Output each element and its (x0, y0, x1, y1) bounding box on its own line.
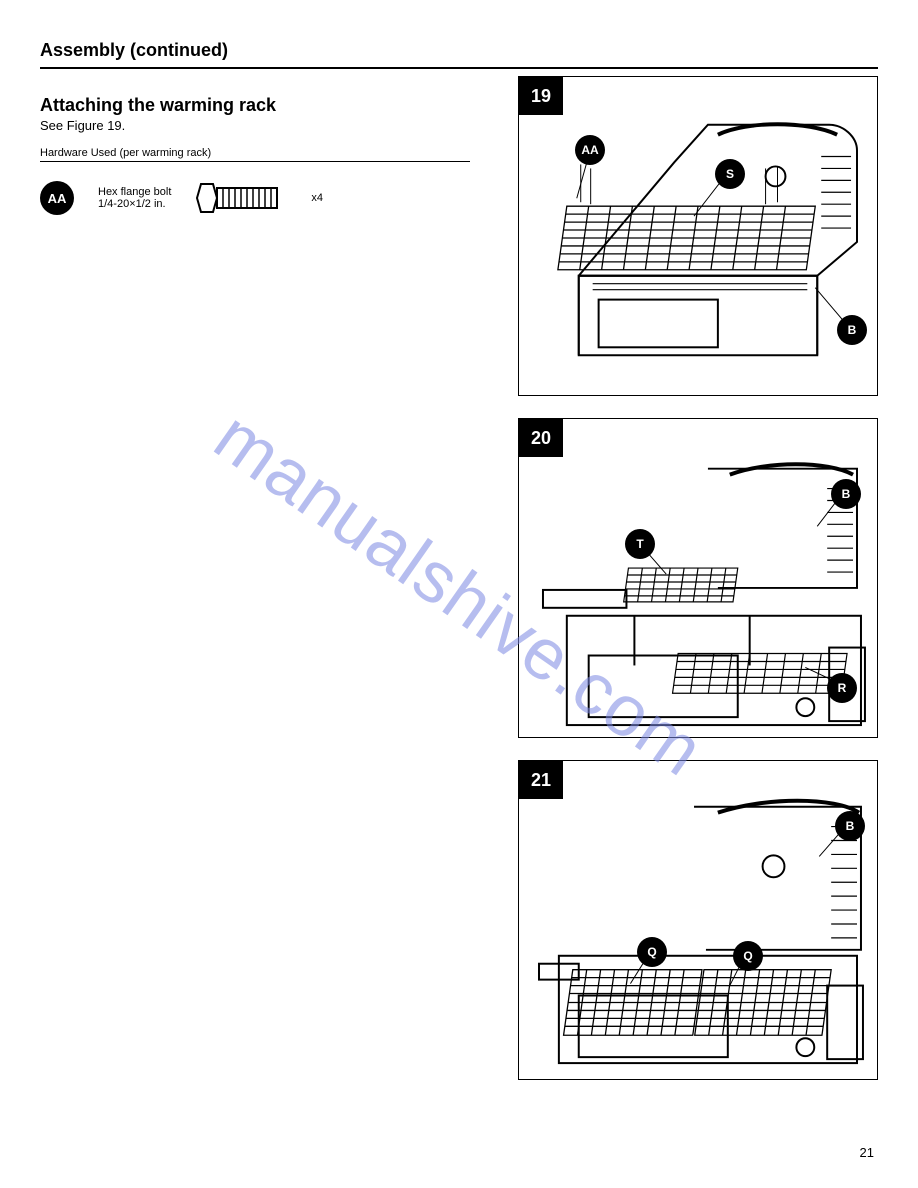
callout-badge: S (715, 159, 745, 189)
callout-badge: Q (637, 937, 667, 967)
callout-badge: Q (733, 941, 763, 971)
hardware-caption: Hardware Used (per warming rack) (40, 147, 470, 162)
hardware-code-badge: AA (40, 181, 74, 215)
callout-badge: B (831, 479, 861, 509)
callout-badge: AA (575, 135, 605, 165)
grill-illustration (519, 77, 877, 395)
page-number: 21 (860, 1145, 874, 1160)
callout-badge: B (837, 315, 867, 345)
hardware-label: Hex flange bolt 1/4-20×1/2 in. (98, 186, 171, 210)
section-heading: Attaching the warming rack (40, 95, 470, 116)
figure-panel: 21 (518, 760, 878, 1080)
figure-number: 19 (519, 77, 563, 115)
callout-badge: R (827, 673, 857, 703)
grill-illustration (519, 419, 877, 737)
page-title: Assembly (continued) (40, 40, 878, 61)
figure-number: 21 (519, 761, 563, 799)
title-rule: Assembly (continued) (40, 40, 878, 69)
figure-panel: 19 (518, 76, 878, 396)
left-column: Attaching the warming rack See Figure 19… (40, 77, 470, 222)
step-reference: See Figure 19. (40, 118, 470, 133)
page-root: Assembly (continued) Attaching the warmi… (40, 40, 878, 1128)
figure-number: 20 (519, 419, 563, 457)
figure-panel: 20 (518, 418, 878, 738)
callout-badge: B (835, 811, 865, 841)
hardware-row: AA Hex flange bolt 1/4-20×1/2 in. x4 (40, 174, 470, 222)
figure-column: 19 (518, 76, 878, 1102)
bolt-icon (195, 174, 287, 222)
grill-illustration (519, 761, 877, 1079)
hardware-qty: x4 (311, 192, 323, 204)
callout-badge: T (625, 529, 655, 559)
